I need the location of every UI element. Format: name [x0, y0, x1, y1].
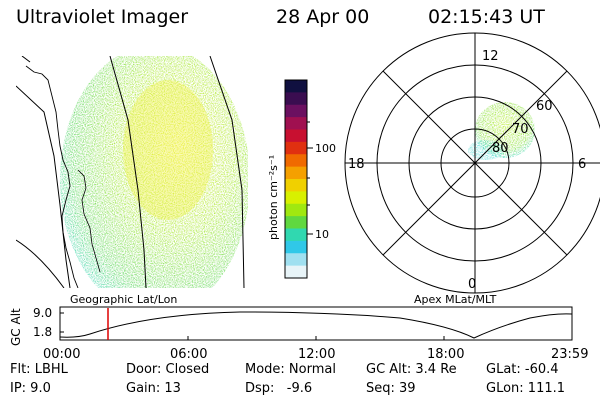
mlt-label: 18 — [348, 157, 365, 172]
app-title: Ultraviolet Imager — [16, 6, 189, 28]
colorbar-segment — [285, 129, 307, 143]
altitude-ytick: 1.8 — [33, 325, 52, 339]
colorbar-segment — [285, 228, 307, 242]
altitude-plot-frame — [59, 306, 573, 341]
apex-label: Apex MLat/MLT — [414, 293, 497, 306]
lon-line — [109, 56, 147, 288]
altitude-xtick: 00:00 — [43, 347, 80, 362]
colorbar-segment — [285, 179, 307, 192]
altitude-xtick: 12:00 — [298, 347, 335, 362]
colorbar-segment — [285, 141, 307, 155]
altitude-ylabel: GC Alt — [9, 308, 23, 346]
lat-label: 70 — [512, 122, 529, 137]
altitude-ytick: 9.0 — [33, 306, 52, 320]
date-label: 28 Apr 00 — [276, 6, 370, 28]
colorbar-segment — [285, 154, 307, 168]
colorbar-segment — [285, 253, 307, 267]
seq-info: Seq: 39 — [366, 381, 416, 396]
colorbar-unit-label: photon cm⁻²s⁻¹ — [267, 155, 280, 240]
lat-label: 80 — [492, 141, 509, 156]
colorbar-segment — [285, 191, 307, 205]
colorbar-segment — [285, 117, 307, 131]
aurora-image — [60, 56, 248, 288]
altitude-xtick: 18:00 — [427, 347, 464, 362]
gain-info: Gain: 13 — [126, 381, 181, 396]
polar-image-panel — [344, 32, 600, 294]
colorbar-segment — [285, 240, 307, 254]
altitude-curve — [59, 311, 573, 339]
lon-line — [16, 85, 71, 288]
glat-info: GLat: -60.4 — [486, 362, 559, 377]
colorbar-segment — [285, 92, 307, 106]
colorbar-segment — [285, 265, 307, 279]
dsp-info: Dsp: -9.6 — [245, 381, 313, 396]
lon-line — [209, 56, 245, 288]
mlt-label: 0 — [468, 277, 476, 292]
filter-info: Flt: LBHL — [10, 362, 68, 377]
lat-label: 60 — [536, 99, 553, 114]
colorbar-segment — [285, 80, 307, 93]
altitude-plot — [59, 306, 573, 341]
lat-line — [16, 239, 65, 288]
colorbar-segment — [285, 166, 307, 180]
coastline — [25, 65, 79, 288]
gc-alt-info: GC Alt: 3.4 Re — [366, 362, 457, 377]
mlt-label: 12 — [482, 49, 499, 64]
mode-info: Mode: Normal — [245, 362, 336, 377]
colorbar — [284, 79, 313, 279]
glon-info: GLon: 111.1 — [486, 381, 566, 396]
colorbar-tick-label: 100 — [315, 142, 336, 155]
altitude-xtick: 23:59 — [551, 347, 588, 362]
time-label: 02:15:43 UT — [428, 6, 545, 28]
colorbar-tick-label: 10 — [315, 228, 329, 241]
mlt-label: 6 — [578, 157, 586, 172]
colorbar-segment — [285, 203, 307, 217]
colorbar-segment — [285, 216, 307, 230]
altitude-xtick: 06:00 — [170, 347, 207, 362]
door-info: Door: Closed — [126, 362, 210, 377]
geographic-label: Geographic Lat/Lon — [70, 293, 177, 306]
colorbar-segment — [285, 104, 307, 118]
geographic-image-panel — [16, 56, 248, 288]
ip-info: IP: 9.0 — [10, 381, 51, 396]
